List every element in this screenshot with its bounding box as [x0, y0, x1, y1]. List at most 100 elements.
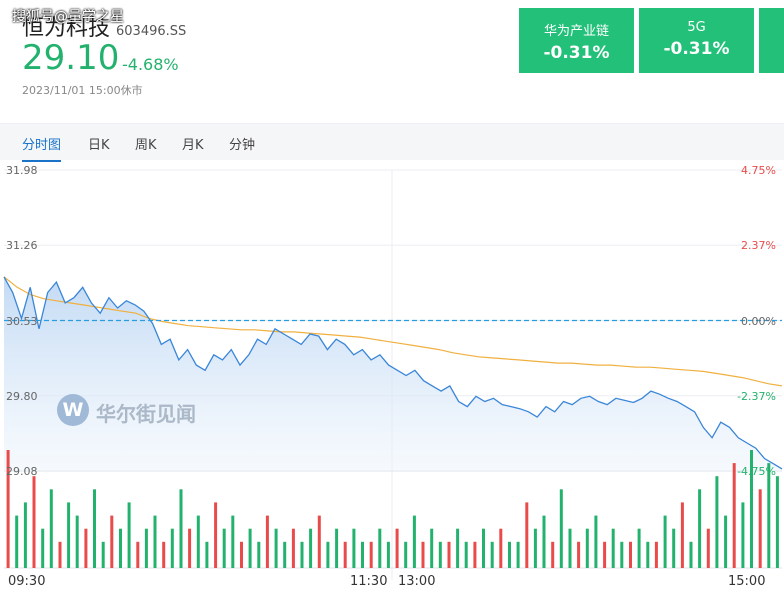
intraday-chart[interactable] [0, 160, 784, 598]
volume-bar [67, 502, 71, 568]
volume-bar [732, 463, 736, 568]
price-area [4, 276, 782, 471]
volume-bar [101, 541, 105, 568]
volume-bar [248, 528, 252, 568]
volume-bar [395, 528, 399, 568]
x-tick: 15:00 [728, 574, 766, 589]
tab-minute[interactable]: 分钟 [229, 138, 256, 153]
volume-bar [672, 528, 676, 568]
volume-bar [240, 541, 243, 568]
volume-bar [361, 541, 364, 568]
volume-bar [41, 528, 45, 568]
volume-bar [317, 515, 321, 568]
volume-bar [585, 528, 589, 568]
volume-bar [689, 541, 693, 568]
volume-bar [533, 528, 537, 568]
volume-bar [525, 502, 529, 568]
volume-bar [568, 528, 572, 568]
volume-bar [456, 528, 460, 568]
volume-bar [447, 541, 451, 568]
volume-bar [309, 528, 313, 568]
tab-intraday[interactable]: 分时图 [22, 134, 62, 162]
current-price: 29.10 [22, 38, 120, 78]
volume-bar [386, 541, 390, 568]
sector-card-partial[interactable] [759, 8, 784, 73]
sector-card-name: 5G [687, 20, 706, 35]
volume-bar [326, 541, 330, 568]
volume-bar [153, 515, 157, 568]
price-change-percent: -4.68% [122, 55, 179, 74]
source-overlay-text: 搜狐号@量学之星 [12, 9, 124, 25]
sector-card-name: 华为产业链 [543, 24, 609, 39]
volume-bar [516, 541, 520, 568]
volume-bar [490, 541, 494, 568]
volume-bar [257, 541, 261, 568]
volume-bar [49, 489, 53, 568]
y-tick-right: -4.75% [737, 465, 776, 478]
volume-bar [75, 515, 79, 568]
volume-bar [196, 515, 200, 568]
volume-bar [119, 528, 122, 568]
volume-bar [577, 541, 581, 568]
stock-name-row: 恒为科技 603496.SS [22, 10, 186, 42]
volume-bar [32, 476, 36, 568]
volume-bar [214, 502, 218, 568]
sector-card-value: -0.31% [663, 39, 730, 59]
volume-bar [274, 528, 278, 568]
volume-bar [291, 528, 295, 568]
tab-monthly-k[interactable]: 月K [182, 138, 204, 153]
y-tick-right: 2.37% [741, 239, 776, 253]
volume-bar [188, 528, 192, 568]
volume-bar [464, 541, 468, 568]
volume-bars [6, 450, 779, 568]
watermark-logo-icon: W [57, 394, 89, 426]
sector-card-5g[interactable]: 5G -0.31% [639, 8, 754, 73]
tab-weekly-k[interactable]: 周K [135, 138, 157, 153]
volume-bar [58, 541, 62, 568]
volume-bar [750, 450, 753, 568]
volume-bar [283, 541, 287, 568]
volume-bar [222, 528, 226, 568]
y-tick-left: 29.80 [6, 389, 38, 403]
volume-bar [23, 502, 27, 568]
volume-bar [162, 541, 166, 568]
volume-bar [136, 541, 140, 568]
volume-bar [343, 541, 347, 568]
tab-daily-k[interactable]: 日K [88, 138, 110, 153]
volume-bar [438, 541, 442, 568]
y-tick-right: -2.37% [737, 389, 776, 403]
volume-bar [15, 515, 19, 568]
x-tick: 09:30 [8, 574, 46, 589]
volume-bar [430, 528, 434, 568]
volume-bar [551, 541, 555, 568]
volume-bar [559, 489, 563, 568]
volume-bar [741, 502, 745, 568]
sector-card-huawei[interactable]: 华为产业链 -0.31% [519, 8, 634, 73]
volume-bar [170, 528, 174, 568]
volume-bar [542, 515, 546, 568]
volume-bar [369, 541, 373, 568]
volume-bar [421, 541, 425, 568]
volume-bar [629, 541, 632, 568]
volume-bar [482, 528, 485, 568]
x-tick: 11:30 [350, 574, 388, 589]
volume-bar [646, 541, 650, 568]
volume-bar [205, 541, 209, 568]
volume-bar [663, 515, 667, 568]
volume-bar [637, 528, 641, 568]
sector-card-value: -0.31% [543, 43, 610, 63]
stock-name: 恒为科技 [22, 16, 111, 41]
y-tick-right: 0.00% [741, 314, 776, 328]
y-tick-left: 31.26 [6, 239, 38, 253]
volume-bar [93, 489, 96, 568]
y-tick-left: 30.53 [6, 314, 38, 328]
volume-bar [6, 450, 10, 568]
volume-bar [300, 541, 304, 568]
volume-bar [404, 541, 408, 568]
x-tick: 13:00 [398, 574, 436, 589]
volume-bar [144, 528, 148, 568]
volume-bar [758, 489, 762, 568]
volume-bar [231, 515, 235, 568]
volume-bar [706, 528, 710, 568]
volume-bar [110, 515, 114, 568]
